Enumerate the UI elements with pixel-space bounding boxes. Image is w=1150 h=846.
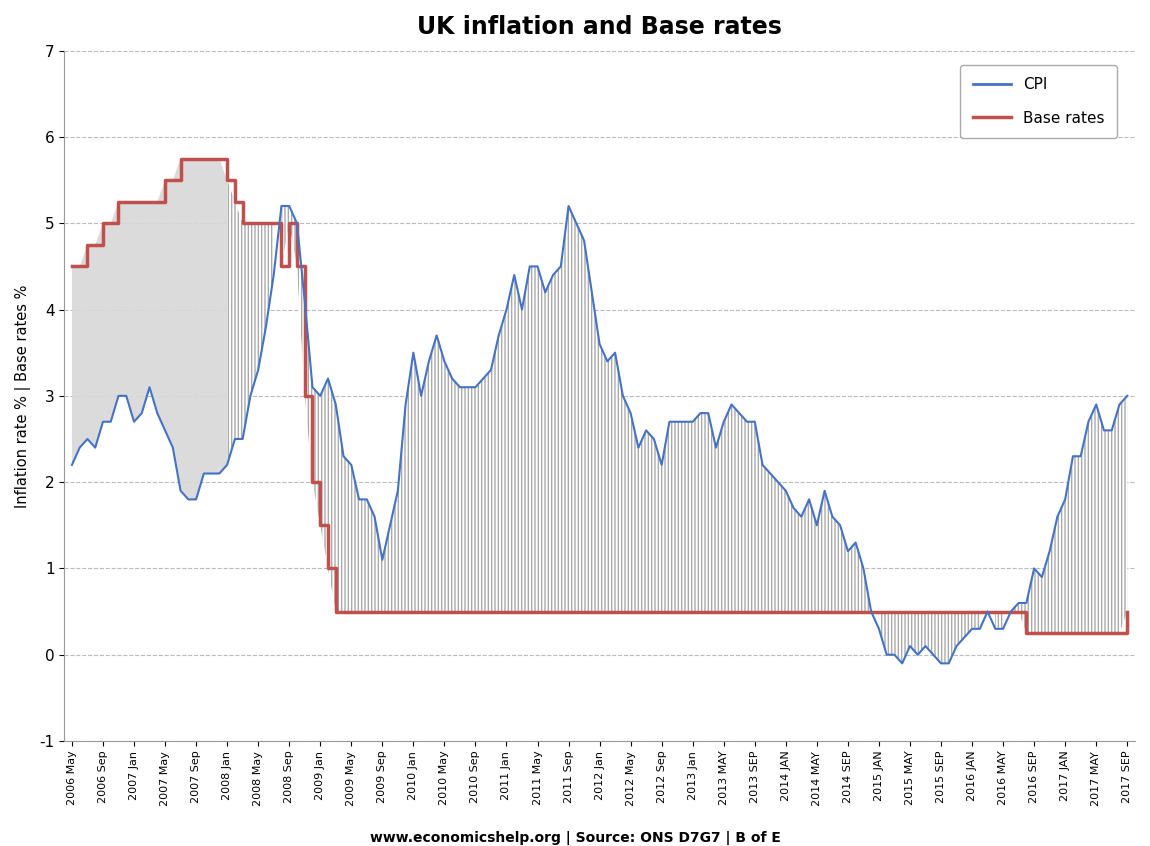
- Legend: CPI, Base rates: CPI, Base rates: [960, 65, 1117, 138]
- Title: UK inflation and Base rates: UK inflation and Base rates: [417, 15, 782, 39]
- Text: www.economicshelp.org | Source: ONS D7G7 | B of E: www.economicshelp.org | Source: ONS D7G7…: [369, 831, 781, 845]
- Y-axis label: Inflation rate % | Base rates %: Inflation rate % | Base rates %: [15, 284, 31, 508]
